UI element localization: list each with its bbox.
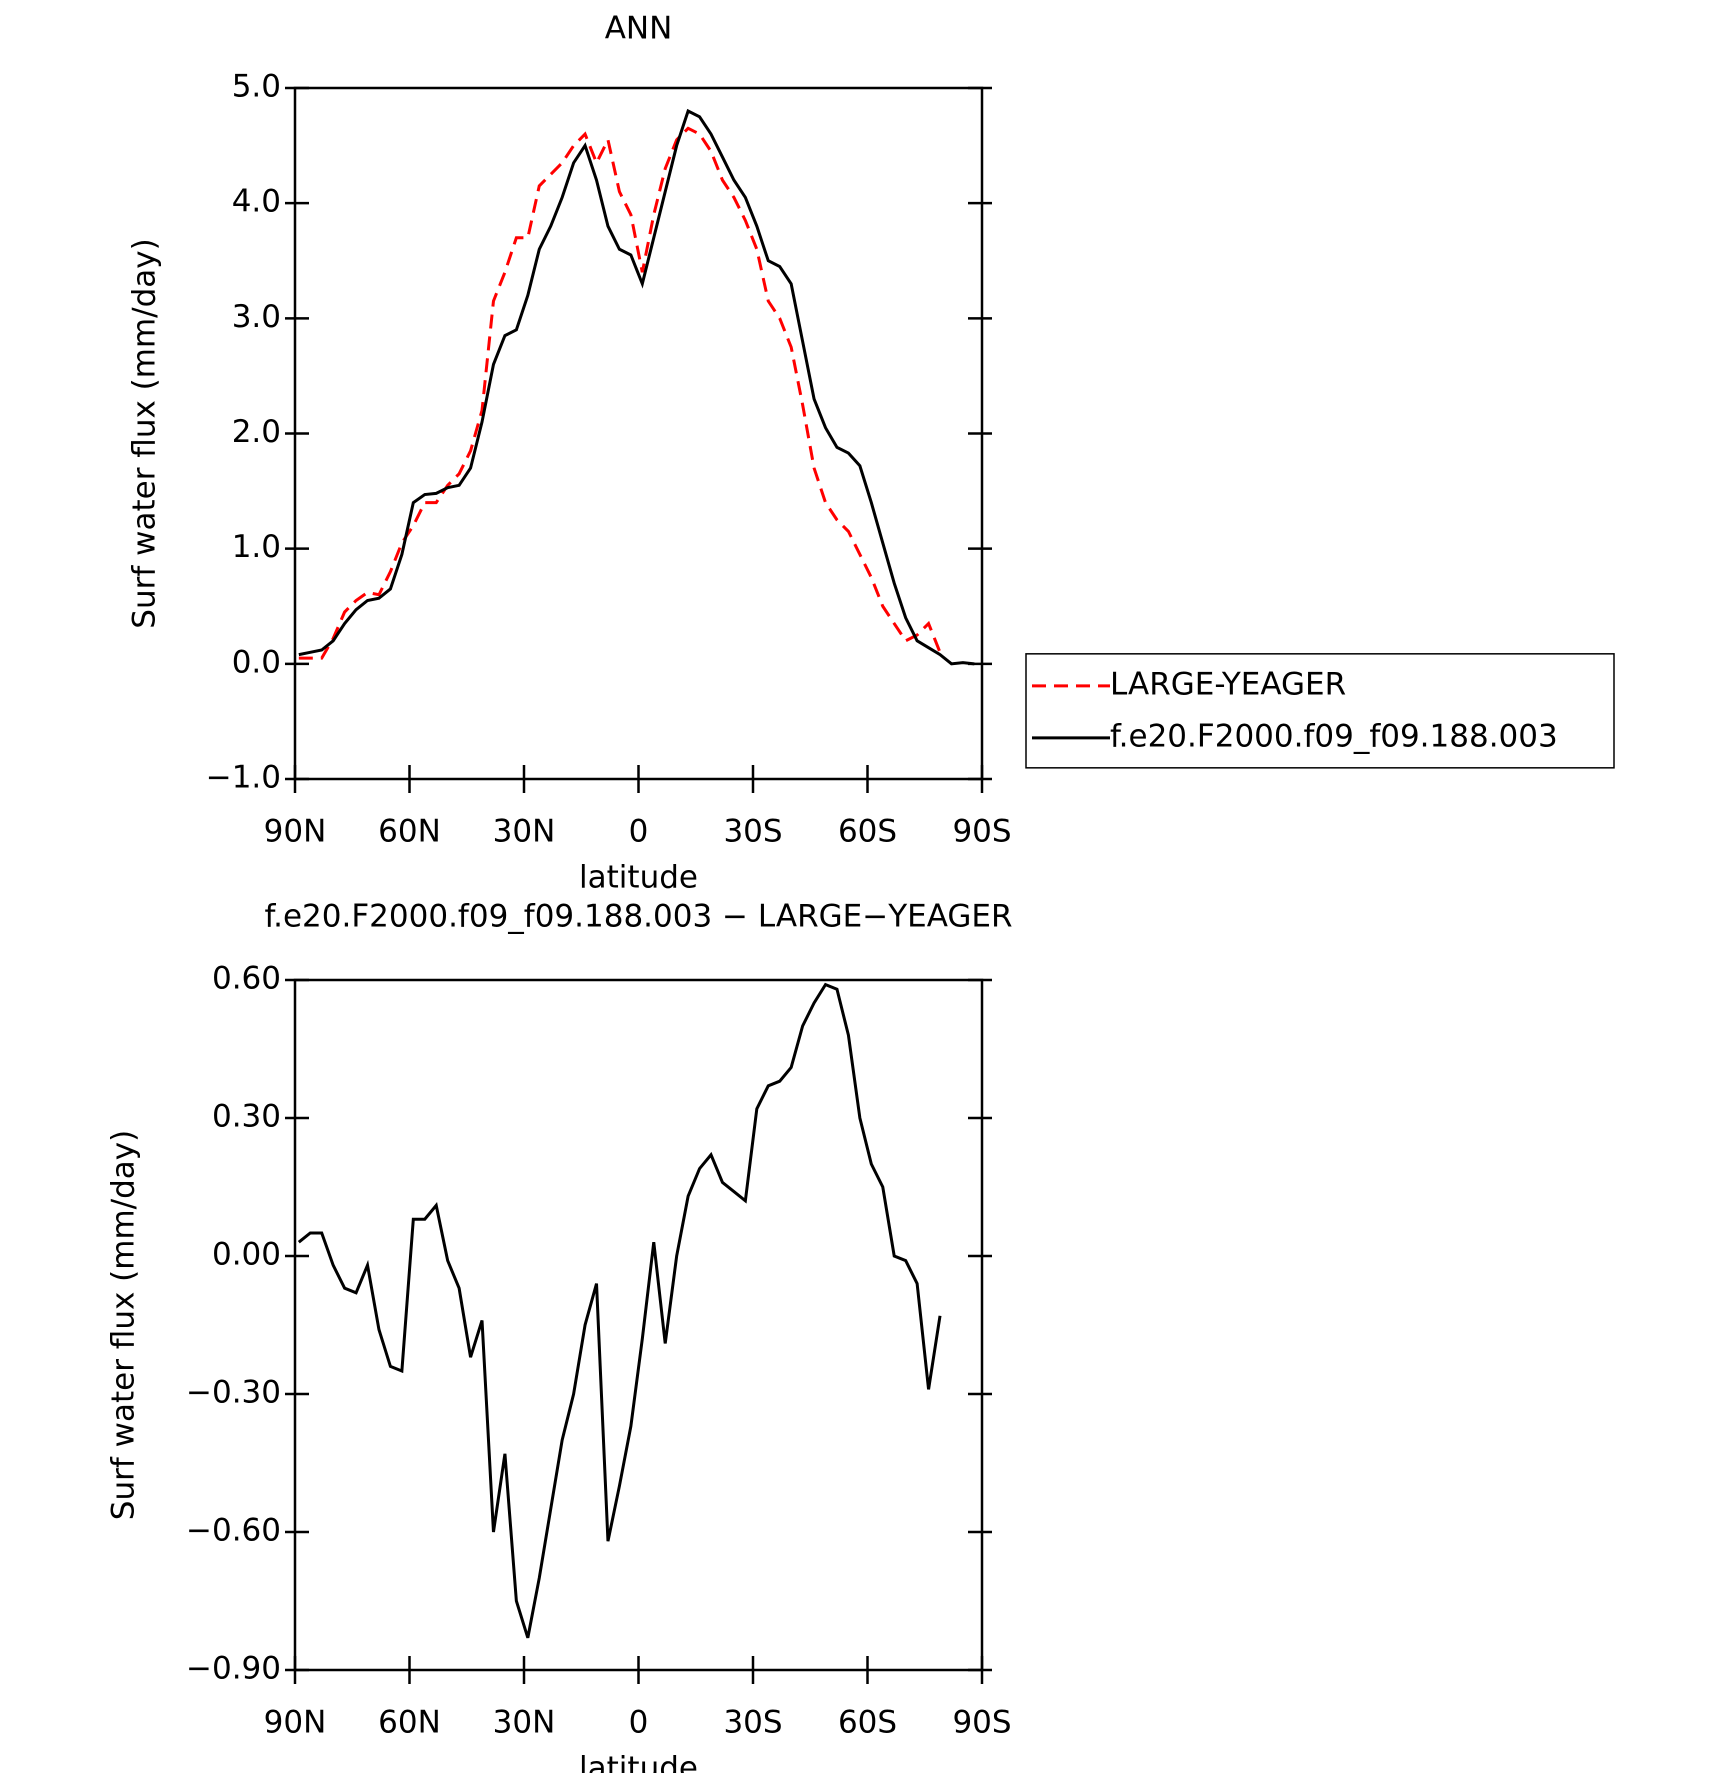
x-tick-label: 60N <box>378 814 441 850</box>
y-tick-label: −0.60 <box>186 1513 281 1549</box>
y-axis-label: Surf water flux (mm/day) <box>106 1130 142 1520</box>
x-tick-label: 90N <box>264 1705 327 1741</box>
y-tick-label: 0.00 <box>212 1237 281 1273</box>
chart-title: f.e20.F2000.f09_f09.188.003 − LARGE−YEAG… <box>264 899 1012 935</box>
series-line <box>297 982 942 1639</box>
x-axis-label: latitude <box>579 1751 698 1773</box>
y-tick-label: 0.60 <box>212 961 281 997</box>
y-tick-label: 2.0 <box>232 414 281 450</box>
legend-label: LARGE-YEAGER <box>1110 666 1346 702</box>
x-axis-label: latitude <box>579 860 698 896</box>
y-tick-label: −0.30 <box>186 1375 281 1411</box>
x-tick-label: 60S <box>838 1705 897 1741</box>
y-axis-label: Surf water flux (mm/day) <box>127 238 163 628</box>
chart-title: ANN <box>605 11 673 47</box>
y-tick-label: 4.0 <box>232 184 281 220</box>
x-tick-label: 0 <box>629 1705 649 1741</box>
x-tick-label: 30N <box>493 814 556 850</box>
y-tick-label: 0.30 <box>212 1099 281 1135</box>
y-tick-label: 3.0 <box>232 299 281 335</box>
x-tick-label: 30S <box>723 1705 782 1741</box>
x-tick-label: 30S <box>723 814 782 850</box>
y-tick-label: −0.90 <box>186 1651 281 1687</box>
y-tick-label: 0.0 <box>232 644 281 680</box>
x-tick-label: 90S <box>952 1705 1011 1741</box>
y-tick-label: 5.0 <box>232 69 281 105</box>
x-tick-label: 30N <box>493 1705 556 1741</box>
x-tick-label: 0 <box>629 814 649 850</box>
x-tick-label: 60S <box>838 814 897 850</box>
y-tick-label: 1.0 <box>232 529 281 565</box>
x-tick-label: 90S <box>952 814 1011 850</box>
legend-label: f.e20.F2000.f09_f09.188.003 <box>1110 718 1558 754</box>
plot-frame <box>293 978 984 1672</box>
series-line <box>298 108 975 666</box>
plot-frame <box>293 86 984 781</box>
y-tick-label: −1.0 <box>206 760 281 796</box>
x-tick-label: 90N <box>264 814 327 850</box>
legend-box <box>1025 653 1615 769</box>
x-tick-label: 60N <box>378 1705 441 1741</box>
